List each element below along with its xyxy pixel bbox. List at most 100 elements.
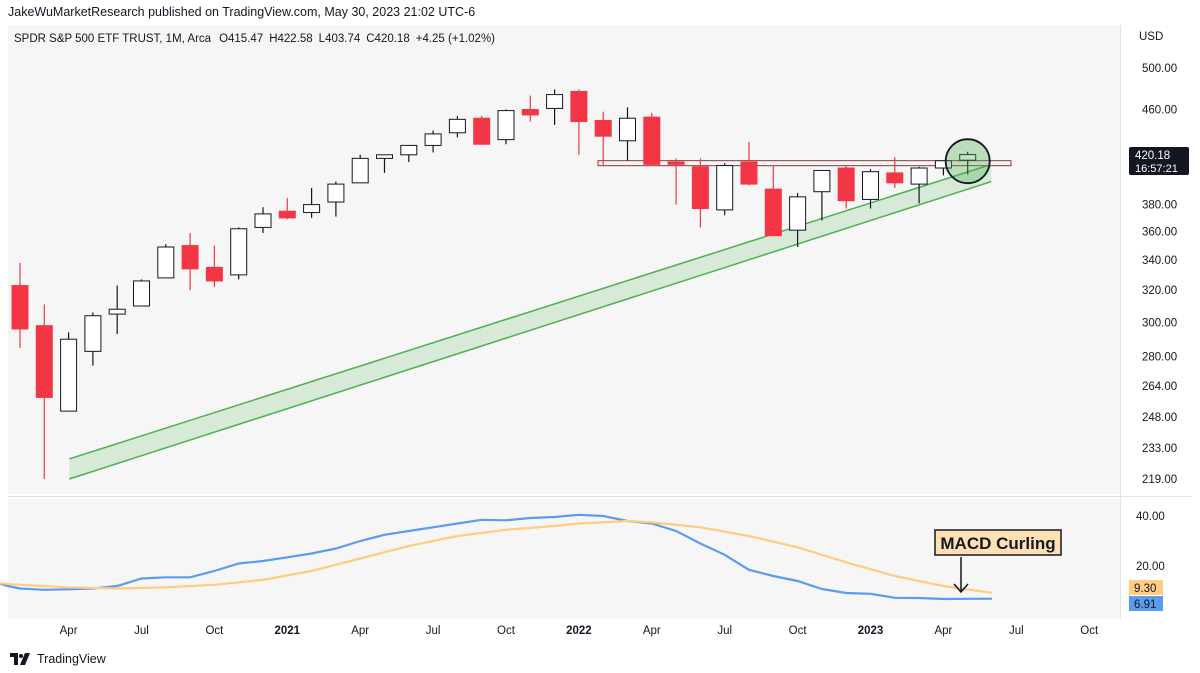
candle-body: [667, 161, 685, 165]
price-tick-label: 233.00: [1142, 443, 1177, 455]
candle-body: [11, 285, 29, 330]
signal-value-badge: 9.30: [1129, 580, 1163, 595]
candle-2020-06[interactable]: [108, 285, 126, 335]
candle-body: [643, 116, 661, 165]
candle-body: [230, 228, 248, 276]
candle-body: [813, 169, 831, 193]
candle-2021-04[interactable]: [351, 154, 369, 184]
candle-2021-01[interactable]: [278, 198, 296, 220]
candle-2021-11[interactable]: [521, 95, 539, 122]
candle-2021-07[interactable]: [424, 130, 442, 153]
annotation-arrow-head: [953, 583, 969, 594]
time-tick-label: Jul: [426, 625, 441, 637]
candle-2021-06[interactable]: [400, 144, 418, 162]
candle-body: [570, 90, 588, 123]
price-tick-label: 280.00: [1142, 352, 1177, 364]
time-axis[interactable]: Apr Jul Oct 2021 Apr Jul Oct 2022 Apr Jul Oct 2023 A…: [60, 625, 1099, 637]
candle-2020-05[interactable]: [84, 312, 102, 366]
legend-change: +4.25 (+1.02%): [416, 33, 495, 45]
tradingview-brand-label: TradingView: [37, 652, 106, 666]
candle-2023-01[interactable]: [862, 169, 879, 209]
candle-2022-08[interactable]: [740, 141, 758, 186]
candle-2020-11[interactable]: [230, 227, 248, 280]
candle-2020-12[interactable]: [254, 207, 272, 233]
candle-body: [691, 166, 709, 210]
price-pane[interactable]: [8, 25, 1120, 494]
resistance-line[interactable]: [597, 160, 1012, 167]
candle-2022-09[interactable]: [764, 165, 782, 237]
legend-low: L403.74: [319, 33, 361, 45]
tradingview-brand[interactable]: TradingView: [10, 652, 106, 666]
macd-line[interactable]: [0, 513, 993, 601]
candle-2023-04[interactable]: [934, 160, 952, 176]
time-tick-label: 2023: [858, 625, 884, 637]
candle-2021-09[interactable]: [473, 116, 491, 145]
candle-body: [716, 165, 734, 211]
candle-body: [278, 210, 296, 219]
candles[interactable]: [11, 89, 977, 479]
support-channel[interactable]: [69, 163, 992, 480]
channel-lower-line[interactable]: [69, 180, 992, 480]
candle-2022-11[interactable]: [813, 169, 831, 221]
candle-2022-05[interactable]: [667, 158, 685, 205]
candle-2023-05[interactable]: [959, 151, 977, 175]
candle-body: [837, 167, 855, 202]
candle-body: [254, 213, 272, 228]
time-tick-label: 2021: [275, 625, 301, 637]
candle-2020-07[interactable]: [133, 279, 150, 307]
candle-2022-02[interactable]: [594, 111, 612, 166]
legend-open: O415.47: [219, 33, 263, 45]
candle-body: [862, 171, 879, 200]
candle-body: [424, 133, 442, 146]
candle-2023-02[interactable]: [886, 157, 904, 188]
channel-fill: [69, 164, 992, 479]
candle-body: [181, 245, 199, 270]
symbol-legend: SPDR S&P 500 ETF TRUST, 1M, Arca O415.47 H…: [14, 33, 495, 45]
candle-2021-02[interactable]: [303, 187, 321, 218]
candle-2023-03[interactable]: [910, 166, 928, 204]
macd-lines[interactable]: [0, 513, 993, 601]
channel-upper-line[interactable]: [69, 163, 992, 460]
candle-2022-06[interactable]: [691, 158, 709, 228]
candle-2022-04[interactable]: [643, 112, 661, 165]
candle-body: [934, 160, 952, 169]
price-axis[interactable]: 219.00 233.00 248.00 264.00 280.00 300.00 320.…: [1142, 63, 1177, 486]
candle-2020-10[interactable]: [205, 245, 223, 288]
signal-line[interactable]: [0, 519, 993, 594]
candle-2020-04[interactable]: [60, 332, 78, 412]
candle-body: [108, 308, 126, 315]
candle-2020-02[interactable]: [11, 262, 29, 348]
resistance-band[interactable]: [597, 160, 1012, 167]
candle-2021-12[interactable]: [546, 89, 564, 125]
candle-2022-10[interactable]: [789, 192, 807, 247]
candle-body: [959, 154, 977, 161]
price-tick-label: 460.00: [1142, 105, 1177, 117]
macd-tick-label: 40.00: [1136, 511, 1165, 523]
candle-2022-07[interactable]: [716, 163, 734, 216]
price-tick-label: 219.00: [1142, 474, 1177, 486]
candle-2021-03[interactable]: [327, 181, 345, 217]
candle-2021-10[interactable]: [497, 109, 515, 145]
candle-2021-05[interactable]: [376, 154, 393, 173]
candle-2020-08[interactable]: [157, 244, 175, 279]
legend-high: H422.58: [269, 33, 312, 45]
legend-symbol: SPDR S&P 500 ETF TRUST, 1M, Arca: [14, 33, 212, 45]
candle-2020-09[interactable]: [181, 232, 199, 291]
candle-2021-08[interactable]: [448, 116, 466, 138]
macd-annotation: MACD Curling: [934, 529, 1062, 594]
macd-axis[interactable]: 20.00 40.00: [1136, 511, 1165, 573]
candle-2022-01[interactable]: [570, 89, 588, 155]
candle-body: [497, 110, 515, 141]
candle-2022-12[interactable]: [837, 165, 855, 209]
annotation-text: MACD Curling: [940, 534, 1055, 553]
time-tick-label: Oct: [205, 625, 224, 637]
price-tick-label: 320.00: [1142, 285, 1177, 297]
candle-2020-03[interactable]: [35, 304, 53, 479]
time-tick-label: Oct: [789, 625, 808, 637]
candle-body: [133, 280, 150, 307]
price-tick-label: 264.00: [1142, 381, 1177, 393]
candle-2022-03[interactable]: [619, 107, 636, 161]
price-tick-label: 248.00: [1142, 412, 1177, 424]
macd-tick-label: 20.00: [1136, 561, 1165, 573]
